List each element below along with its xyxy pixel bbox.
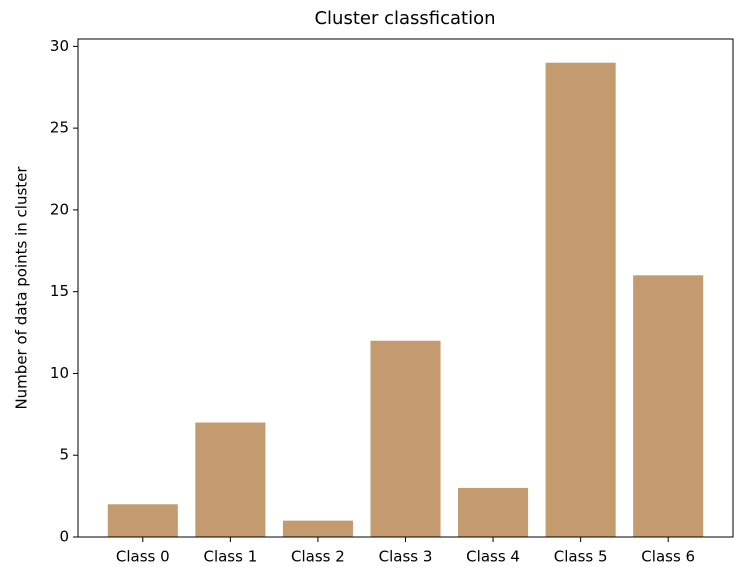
y-axis-label: Number of data points in cluster — [13, 166, 31, 410]
y-tick-label: 10 — [50, 364, 69, 382]
y-tick-label: 5 — [59, 446, 69, 464]
x-tick-label: Class 5 — [554, 548, 608, 566]
bar — [107, 504, 178, 537]
chart-title: Cluster classfication — [314, 8, 495, 29]
bar — [633, 275, 704, 537]
x-tick-label: Class 3 — [379, 548, 433, 566]
bar — [282, 520, 353, 537]
x-tick-label: Class 6 — [641, 548, 695, 566]
y-tick-label: 30 — [50, 37, 69, 55]
x-tick-label: Class 4 — [466, 548, 520, 566]
bar — [545, 62, 616, 537]
bar — [458, 487, 529, 537]
x-tick-label: Class 2 — [291, 548, 345, 566]
y-tick-label: 0 — [59, 528, 69, 546]
x-tick-label: Class 1 — [203, 548, 257, 566]
bar — [195, 422, 266, 537]
y-tick-label: 20 — [50, 200, 69, 218]
y-tick-label: 25 — [50, 119, 69, 137]
y-tick-label: 15 — [50, 282, 69, 300]
x-tick-label: Class 0 — [116, 548, 170, 566]
bar — [370, 340, 441, 537]
